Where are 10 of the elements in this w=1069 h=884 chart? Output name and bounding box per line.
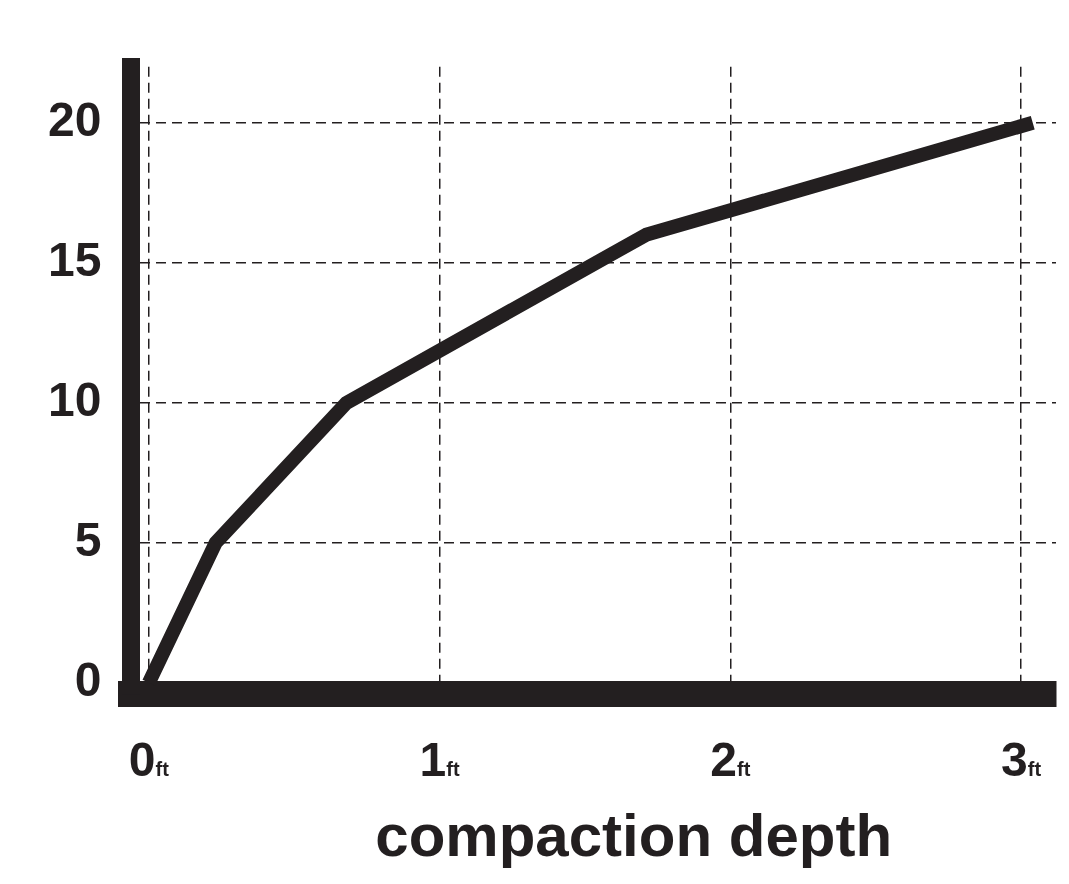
- y-tick-label: 0: [74, 653, 102, 707]
- x-tick-label: 3ft: [1001, 733, 1042, 786]
- y-tick-label: 20: [48, 93, 102, 147]
- x-axis-title: compaction depth: [375, 802, 893, 869]
- y-tick-label: 10: [48, 373, 102, 427]
- x-tick-label: 1ft: [419, 733, 460, 786]
- y-tick-label: 5: [74, 513, 102, 567]
- x-tick-label: 2ft: [710, 733, 751, 786]
- y-tick-label: 15: [48, 233, 102, 287]
- x-tick-label: 0ft: [128, 733, 170, 786]
